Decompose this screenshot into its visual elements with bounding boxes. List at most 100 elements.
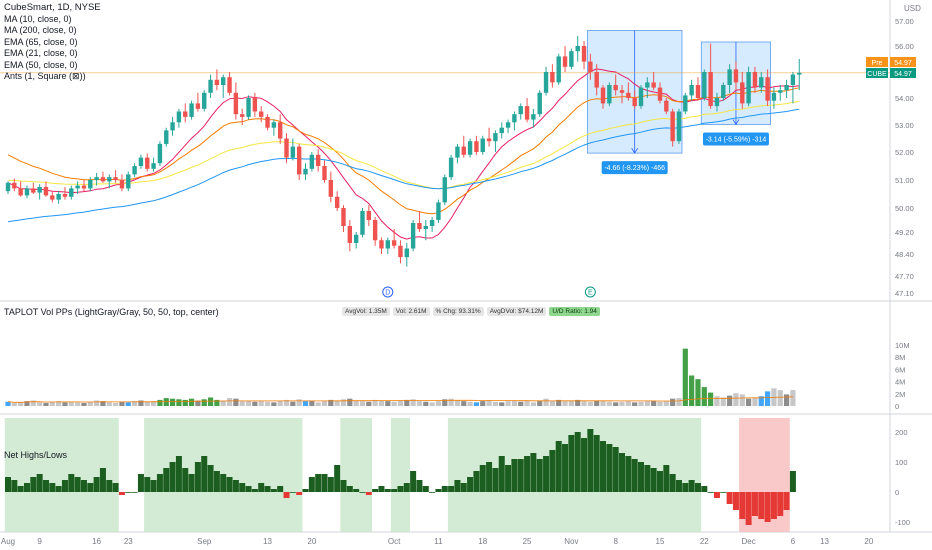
volume-bar	[75, 402, 81, 406]
volume-bar	[347, 398, 353, 406]
net-bar	[188, 474, 195, 492]
volume-bar	[283, 399, 290, 406]
net-bar	[258, 483, 265, 492]
volume-tick-label: 8M	[895, 353, 905, 362]
net-bar	[296, 492, 303, 495]
net-bar	[93, 477, 100, 492]
candle-body	[195, 103, 201, 109]
stat-avgdvol: AvgDVol: $74.12M	[486, 307, 547, 316]
net-bar	[194, 462, 201, 492]
volume-tick-label: 10M	[895, 341, 910, 350]
volume-bar	[670, 398, 676, 406]
indicator-ants[interactable]: Ants (1, Square (⊠))	[4, 71, 86, 81]
volume-bar	[125, 402, 131, 406]
price-tick-label: 51.00	[895, 176, 914, 185]
candle-body	[183, 111, 188, 117]
volume-pane-title[interactable]: TAPLOT Vol PPs (LightGray/Gray, 50, 50, …	[4, 307, 219, 317]
volume-bar	[410, 399, 416, 406]
candle-body	[657, 87, 663, 101]
net-bar	[429, 492, 436, 493]
candle-body	[353, 234, 359, 243]
net-bar	[36, 474, 43, 492]
candle-body	[50, 195, 55, 200]
net-bar	[42, 480, 49, 492]
net-bar	[770, 492, 777, 519]
candle-body	[296, 146, 302, 175]
net-bar	[543, 456, 550, 492]
net-bar	[701, 486, 708, 492]
volume-tick-label: 0	[895, 402, 899, 411]
net-bar	[467, 477, 474, 492]
candle-body	[37, 187, 42, 193]
cube-tag-bg	[866, 68, 888, 78]
candle-body	[88, 180, 93, 189]
candle-body	[145, 157, 150, 169]
net-bar	[17, 486, 24, 492]
volume-bar	[264, 401, 271, 406]
net-bar	[220, 474, 227, 492]
candle-body	[31, 188, 36, 193]
net-bar	[112, 483, 119, 492]
net-bar	[606, 444, 613, 492]
net-bar	[201, 456, 208, 492]
net-highs-lows-title[interactable]: Net Highs/Lows	[4, 450, 68, 460]
volume-bar	[132, 401, 138, 406]
stat-chg: % Chg: 93.31%	[432, 307, 484, 316]
volume-bar	[739, 394, 745, 406]
volume-tick-label: 4M	[895, 378, 905, 387]
candle-body	[638, 87, 644, 107]
volume-bar	[689, 375, 695, 406]
indicator-ma10[interactable]: MA (10, close, 0)	[4, 13, 72, 24]
volume-ma-line	[7, 396, 793, 403]
net-bar	[353, 489, 360, 492]
candle-body	[752, 72, 758, 88]
candle-body	[423, 226, 428, 229]
candle-body	[385, 240, 390, 249]
net-bar	[682, 483, 689, 492]
net-bar	[397, 486, 404, 492]
candle-body	[12, 182, 17, 189]
candle-body	[429, 220, 435, 226]
measure-label-bg	[702, 132, 769, 146]
net-bar	[346, 486, 353, 492]
net-bar	[23, 483, 30, 492]
candle-body	[132, 166, 137, 175]
candle-body	[600, 87, 606, 104]
indicator-ema50[interactable]: EMA (50, close, 0)	[4, 59, 78, 70]
volume-bar	[746, 398, 752, 406]
candle-body	[797, 72, 802, 75]
price-tick-label: 49.20	[895, 228, 914, 237]
net-bar	[777, 492, 784, 516]
candle-body	[417, 223, 422, 229]
net-bar	[182, 468, 189, 492]
indicator-ema21[interactable]: EMA (21, close, 0)	[4, 48, 78, 58]
net-tick-label: -100	[895, 518, 910, 527]
volume-bar	[701, 387, 707, 406]
currency-label: USD	[904, 4, 921, 13]
time-tick-label: 20	[307, 537, 316, 546]
net-bar	[644, 465, 651, 492]
volume-bar	[543, 398, 549, 406]
indicator-ema65[interactable]: EMA (65, close, 0)	[4, 36, 78, 47]
indicator-ma200[interactable]: MA (200, close, 0)	[4, 25, 77, 35]
net-bar	[663, 465, 670, 492]
volume-bar	[18, 402, 24, 406]
time-tick-label: Oct	[388, 537, 401, 546]
volume-bar	[49, 401, 55, 406]
candle-body	[613, 85, 618, 91]
volume-bar	[435, 401, 442, 406]
net-bar	[30, 477, 37, 492]
volume-bar	[214, 399, 220, 406]
volume-bar	[467, 401, 473, 406]
candle-body	[714, 98, 720, 107]
net-bar	[137, 474, 144, 492]
pre-tag-bg	[866, 57, 888, 67]
candle-body	[581, 46, 587, 62]
candle-body	[43, 187, 49, 196]
candle-body	[341, 208, 346, 226]
net-bar	[391, 489, 398, 492]
candle-body	[271, 122, 277, 128]
volume-bar	[62, 402, 68, 406]
volume-bar	[758, 396, 764, 406]
